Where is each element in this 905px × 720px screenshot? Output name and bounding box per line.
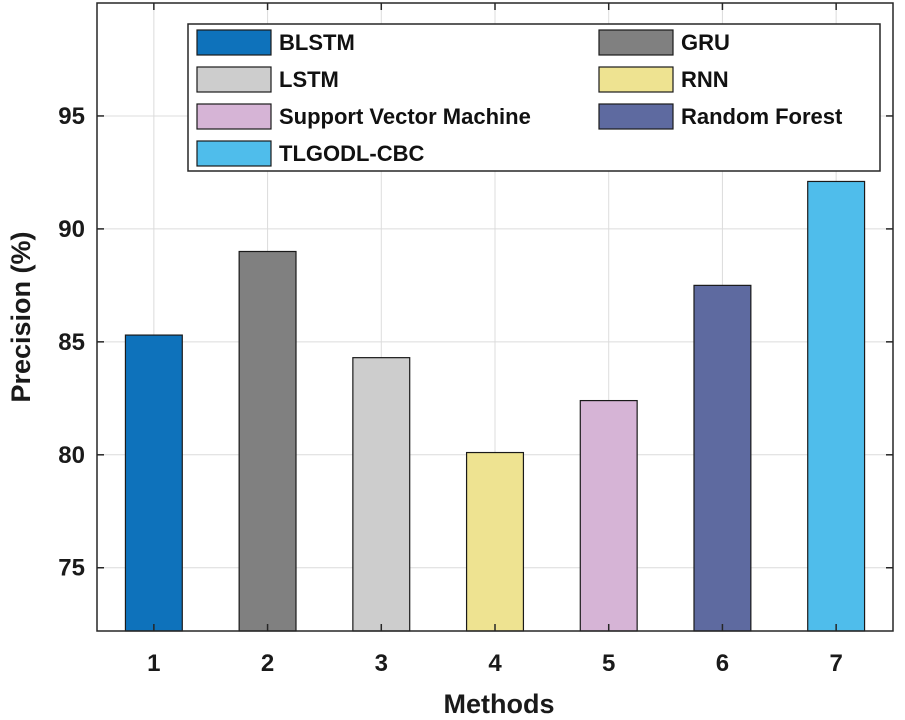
y-tick-label: 90 bbox=[58, 216, 85, 243]
x-tick-label: 5 bbox=[602, 650, 615, 677]
x-tick-label: 3 bbox=[375, 650, 388, 677]
x-axis-label: Methods bbox=[444, 689, 555, 719]
legend: BLSTM GRU LSTM RNN Support Vector Machine Ran… bbox=[187, 23, 881, 172]
bar-4 bbox=[465, 451, 525, 632]
legend-label: LSTM bbox=[279, 67, 339, 92]
legend-label: GRU bbox=[681, 30, 730, 55]
x-axis-ticks: 1 2 3 4 5 6 7 bbox=[147, 3, 843, 677]
bar-7 bbox=[807, 180, 866, 632]
y-tick-label: 85 bbox=[58, 329, 85, 356]
y-tick-label: 80 bbox=[58, 442, 85, 469]
x-tick-label: 1 bbox=[147, 650, 160, 677]
legend-swatch bbox=[196, 29, 272, 56]
legend-swatch bbox=[196, 140, 272, 167]
y-tick-label: 75 bbox=[58, 555, 85, 582]
y-tick-label: 95 bbox=[58, 103, 85, 130]
y-axis-label: Precision (%) bbox=[6, 231, 36, 402]
legend-swatch bbox=[598, 29, 674, 56]
bar-3 bbox=[352, 357, 411, 632]
legend-label: TLGODL-CBC bbox=[279, 141, 425, 166]
bar-1 bbox=[124, 334, 183, 632]
legend-label: BLSTM bbox=[279, 30, 355, 55]
x-tick-label: 2 bbox=[261, 650, 274, 677]
legend-box bbox=[187, 23, 881, 172]
bar-5 bbox=[579, 399, 638, 632]
bar-2 bbox=[238, 250, 297, 632]
legend-swatch bbox=[598, 66, 674, 93]
bar-6 bbox=[693, 284, 752, 632]
legend-label: RNN bbox=[681, 67, 729, 92]
legend-label: Random Forest bbox=[681, 104, 843, 129]
y-axis-ticks: 75 80 85 90 95 bbox=[58, 103, 893, 582]
legend-swatch bbox=[196, 103, 272, 130]
legend-swatch bbox=[598, 103, 674, 130]
bars bbox=[124, 180, 866, 632]
legend-swatch bbox=[196, 66, 272, 93]
x-tick-label: 6 bbox=[716, 650, 729, 677]
x-tick-label: 7 bbox=[829, 650, 842, 677]
legend-label: Support Vector Machine bbox=[279, 104, 531, 129]
x-tick-label: 4 bbox=[488, 650, 502, 677]
